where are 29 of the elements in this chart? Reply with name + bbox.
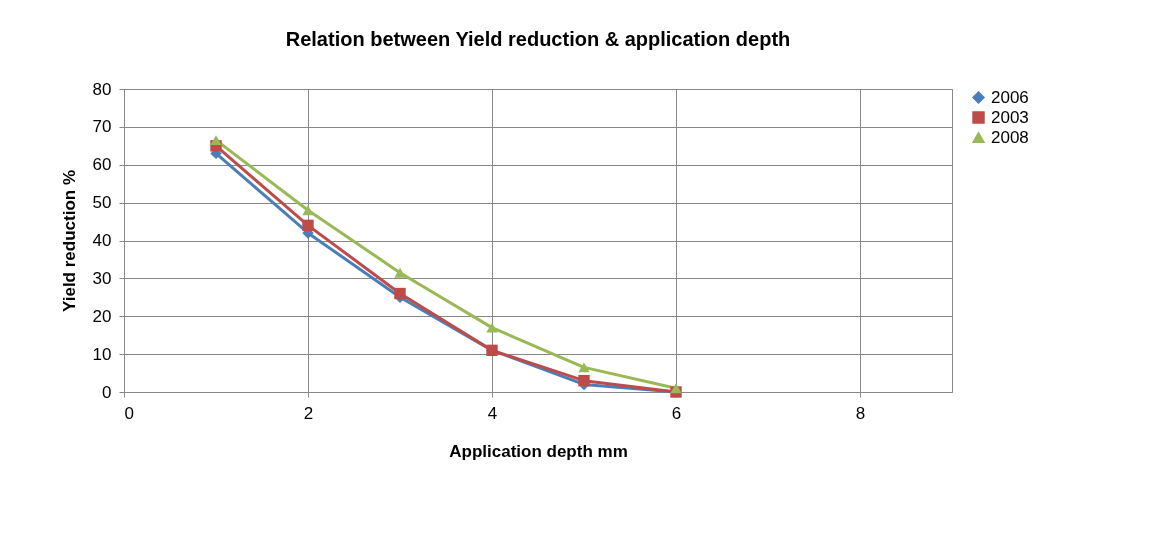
legend-label: 2006 <box>991 87 1029 107</box>
point <box>486 322 498 333</box>
point <box>670 383 682 394</box>
point <box>578 374 590 387</box>
y-tick-label: 30 <box>92 268 112 288</box>
point <box>394 267 406 278</box>
point <box>578 362 590 373</box>
y-tick-label: 50 <box>92 193 112 213</box>
x-tick-label: 2 <box>303 403 314 423</box>
y-tick-label: 10 <box>92 344 112 364</box>
chart-title: Relation between Yield reduction & application depth <box>285 28 791 50</box>
point <box>210 135 222 146</box>
y-tick-label: 60 <box>92 155 112 175</box>
y-axis-title: Yield reduction % <box>59 169 79 313</box>
point <box>302 205 314 216</box>
x-tick-label: 6 <box>671 403 682 423</box>
y-tick-label: 70 <box>92 117 112 137</box>
y-tick-label: 0 <box>102 382 112 402</box>
x-axis-title: Application depth mm <box>449 441 628 461</box>
y-tick-label: 20 <box>92 306 112 326</box>
point <box>302 219 314 232</box>
y-tick-label: 80 <box>92 79 112 99</box>
legend-label: 2008 <box>991 127 1029 147</box>
x-tick-label: 0 <box>124 403 134 423</box>
point <box>394 287 406 300</box>
legend-label: 2003 <box>991 107 1029 127</box>
x-tick-label: 4 <box>487 403 498 423</box>
x-tick-label: 8 <box>855 403 866 423</box>
y-tick-label: 40 <box>92 231 112 250</box>
